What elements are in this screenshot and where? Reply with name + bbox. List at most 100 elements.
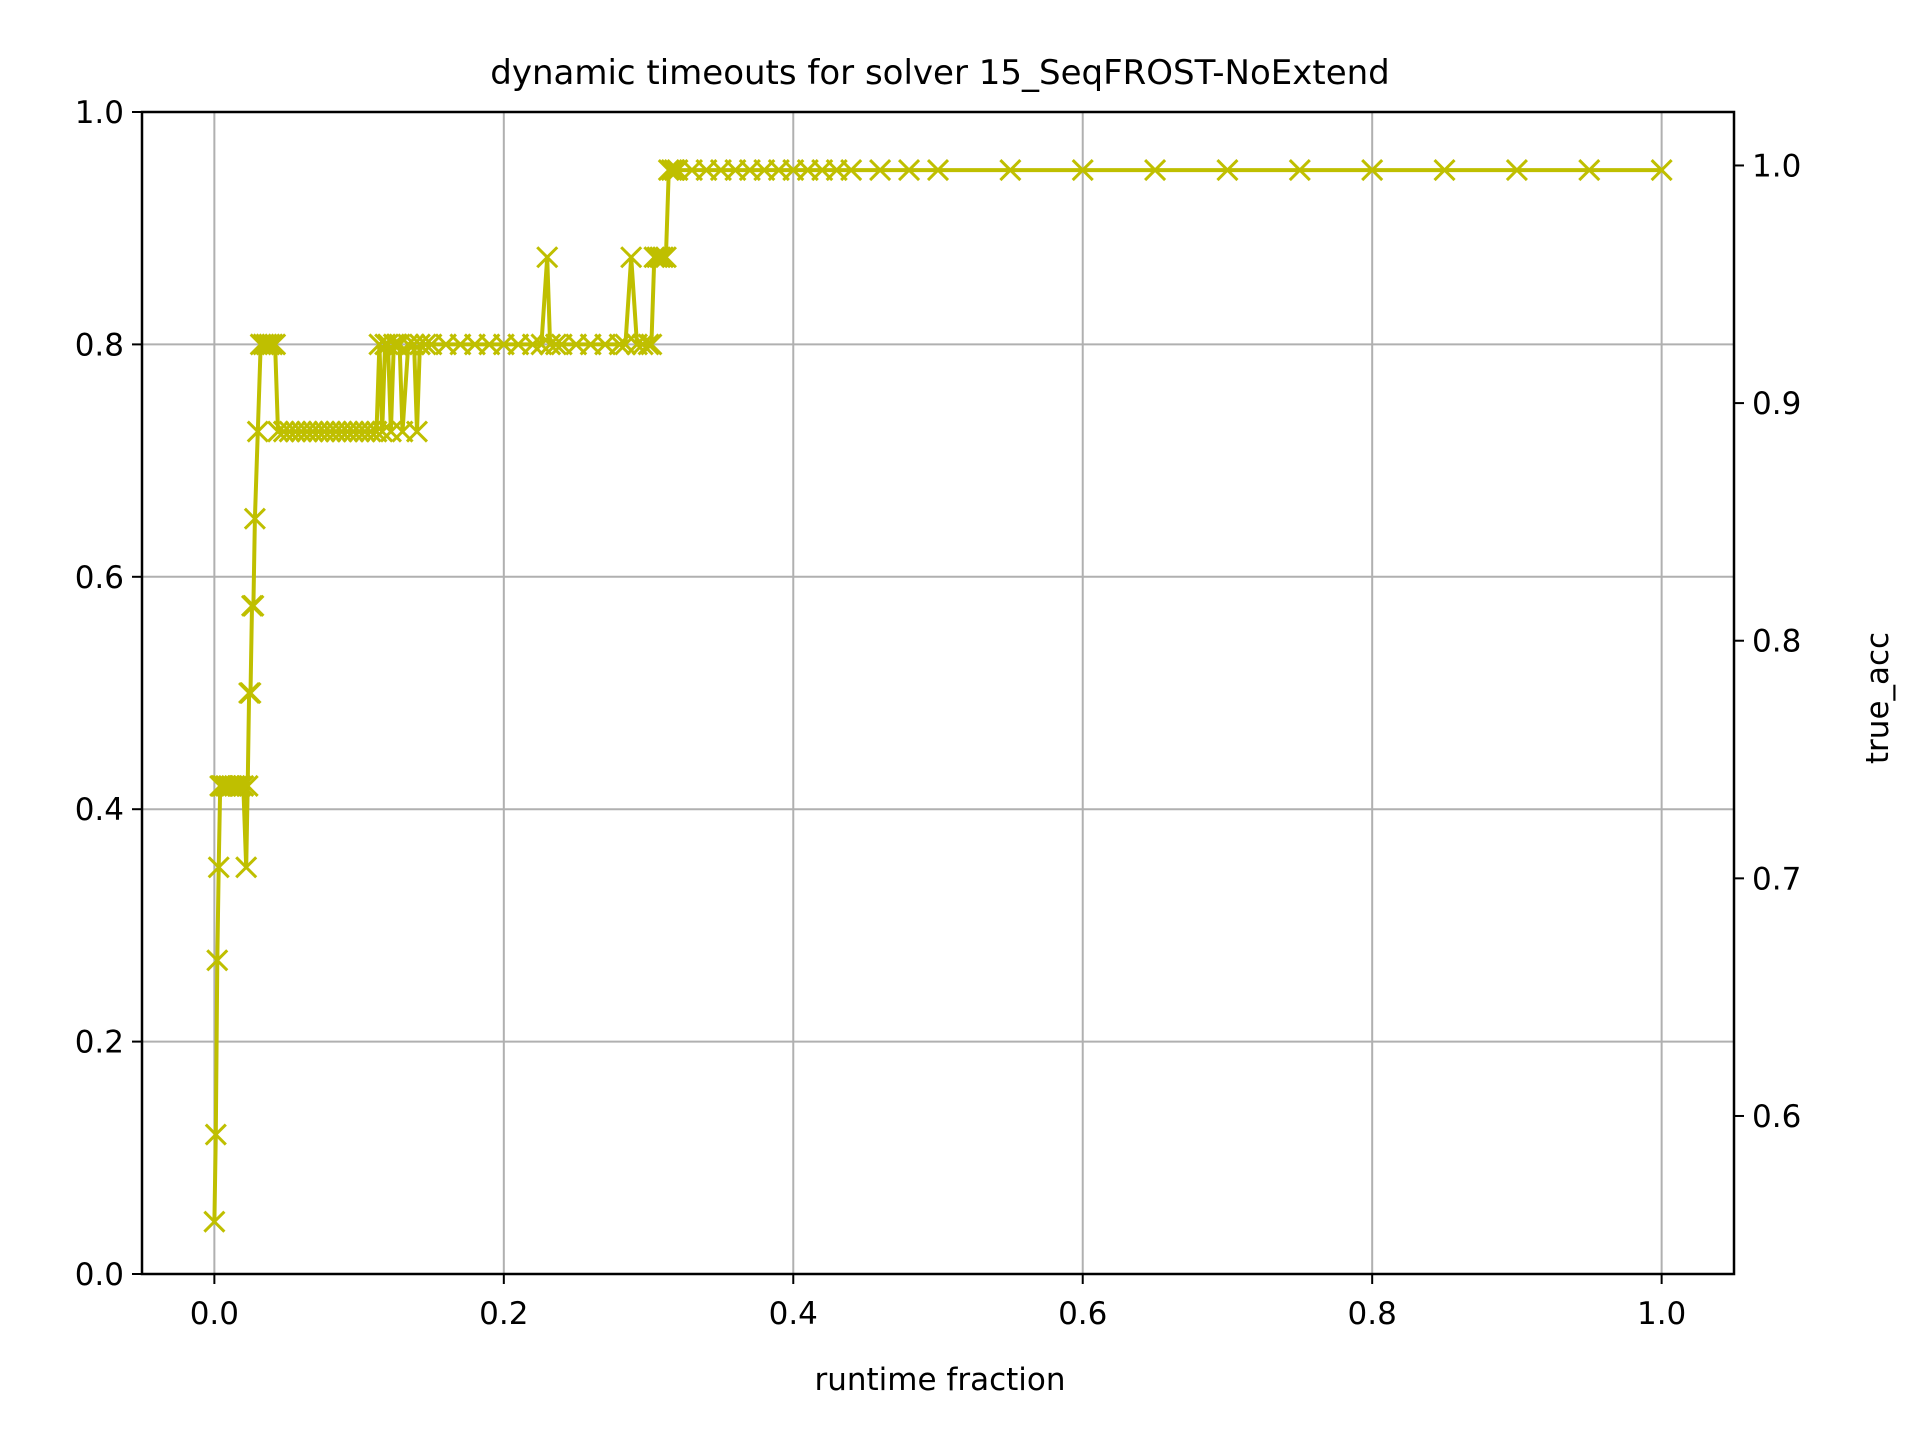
plot-frame [140, 110, 1736, 1276]
data-point-marker [521, 333, 544, 356]
data-point-marker [1071, 159, 1094, 182]
data-point-marker [608, 333, 631, 356]
data-point-marker [232, 774, 255, 798]
axes-frame [140, 110, 1736, 1276]
data-point-marker [206, 949, 229, 972]
data-point-marker [1144, 159, 1167, 182]
marker-stroke [229, 774, 252, 798]
data-point-marker [1216, 159, 1239, 182]
data-point-marker [261, 333, 284, 356]
y2-tick-label: 0.9 [1752, 386, 1801, 422]
marker-stroke [1071, 159, 1094, 182]
marker-stroke [999, 159, 1022, 182]
marker-stroke [236, 774, 259, 798]
marker-stroke [239, 681, 262, 705]
data-point-marker [1433, 159, 1456, 182]
data-point-marker [663, 159, 686, 182]
marker-stroke [226, 774, 249, 798]
marker-stroke [255, 333, 278, 356]
marker-stroke [660, 159, 683, 182]
data-point-marker [1578, 159, 1601, 182]
marker-stroke [414, 333, 437, 356]
marker-stroke [1578, 159, 1601, 182]
data-point-marker [1650, 159, 1673, 182]
x-axis-label: runtime fraction [814, 1362, 1065, 1398]
data-point-marker [255, 333, 278, 356]
y-tick-label: 0.6 [75, 560, 124, 596]
data-point-marker [657, 159, 680, 182]
data-point-marker [637, 333, 660, 356]
y-tick-label: 1.0 [75, 95, 124, 131]
data-point-marker [536, 246, 559, 269]
marker-stroke [620, 246, 643, 269]
chart-title: dynamic timeouts for solver 15_SeqFROST-… [490, 53, 1390, 93]
marker-stroke [544, 333, 567, 356]
y2-tick-label: 0.7 [1752, 861, 1801, 897]
marker-stroke [840, 159, 863, 182]
data-point-marker [235, 856, 258, 879]
data-point-marker [654, 246, 677, 269]
data-point-marker [651, 246, 675, 269]
data-point-marker [869, 159, 892, 182]
data-point-marker [640, 333, 663, 356]
data-point-marker [246, 420, 269, 443]
data-point-marker [204, 1123, 227, 1146]
data-point-marker [1361, 159, 1384, 182]
data-point-marker [649, 246, 672, 269]
marker-stroke [657, 159, 680, 182]
marker-stroke [405, 420, 429, 443]
y-tick-label: 0.2 [75, 1025, 124, 1061]
marker-stroke [663, 159, 686, 182]
data-point-marker [646, 246, 669, 269]
marker-stroke [631, 333, 654, 356]
marker-stroke [203, 1210, 226, 1233]
marker-stroke [869, 159, 892, 182]
marker-stroke [1650, 159, 1673, 182]
x-axis-ticks: 0.0 0.2 0.4 0.6 0.8 1.0 [190, 1274, 1686, 1332]
y-tick-label: 0.0 [75, 1257, 124, 1293]
marker-stroke [1361, 159, 1384, 182]
y2-axis-ticks: 0.6 0.7 0.8 0.9 1.0 [1734, 148, 1801, 1135]
marker-stroke [1433, 159, 1456, 182]
marker-stroke [649, 246, 672, 269]
marker-stroke [1288, 159, 1311, 182]
data-point-marker [660, 159, 683, 182]
marker-stroke [264, 333, 287, 356]
marker-stroke [651, 246, 675, 269]
y2-tick-label: 0.6 [1752, 1099, 1801, 1135]
marker-stroke [654, 246, 677, 269]
y-tick-label: 0.8 [75, 327, 124, 363]
marker-stroke [371, 420, 394, 443]
data-point-marker [840, 159, 863, 182]
data-point-marker [242, 594, 265, 617]
marker-stroke [206, 949, 229, 972]
data-point-marker [207, 856, 230, 879]
x-tick-label: 1.0 [1637, 1296, 1686, 1332]
marker-stroke [1505, 159, 1528, 182]
y2-tick-label: 0.8 [1752, 624, 1801, 660]
x-tick-label: 0.8 [1348, 1296, 1397, 1332]
marker-stroke [608, 333, 631, 356]
data-point-marker [203, 1210, 226, 1233]
data-point-marker [226, 774, 249, 798]
y2-axis-label: true_acc [1860, 632, 1896, 764]
x-tick-label: 0.4 [769, 1296, 818, 1332]
data-point-marker [236, 774, 259, 798]
data-point-marker [405, 420, 429, 443]
data-point-marker [1288, 159, 1311, 182]
data-point-marker [620, 246, 643, 269]
y-tick-label: 0.4 [75, 792, 124, 828]
data-point-marker [264, 333, 287, 356]
data-point-marker [243, 507, 266, 530]
marker-stroke [232, 774, 255, 798]
data-point-marker [258, 333, 281, 356]
data-point-marker [544, 333, 567, 356]
marker-stroke [258, 333, 281, 356]
x-tick-label: 0.0 [190, 1296, 239, 1332]
data-point-marker [1505, 159, 1528, 182]
marker-stroke [897, 159, 921, 182]
data-point-marker [414, 333, 437, 356]
data-point-marker [897, 159, 921, 182]
